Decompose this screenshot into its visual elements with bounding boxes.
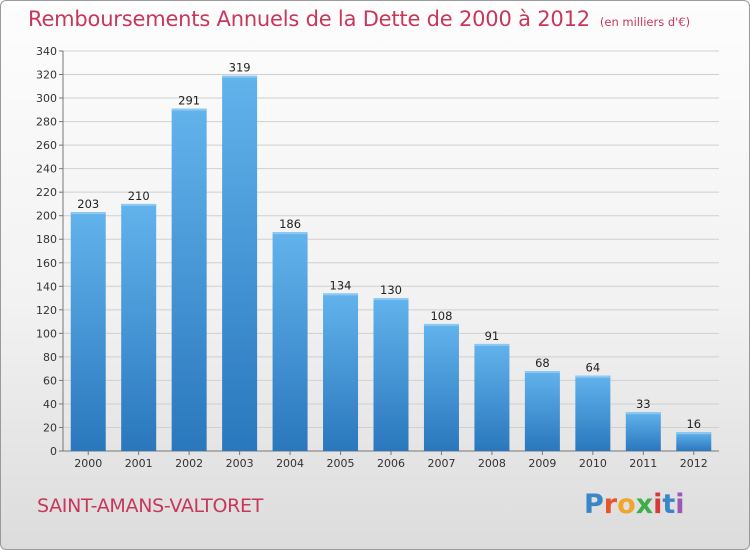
y-tick-label: 260 — [36, 139, 57, 152]
bar-highlight — [272, 232, 308, 235]
y-tick-label: 200 — [36, 210, 57, 223]
label-layer: 203 210 291 319 186 134 130 108 91 68 64 33 16 — [77, 61, 701, 431]
y-tick-label: 300 — [36, 92, 57, 105]
y-tick-label: 280 — [36, 116, 57, 129]
bar — [272, 232, 308, 451]
bar-highlight — [323, 293, 359, 296]
logo-letter: r — [603, 489, 618, 520]
commune-name: SAINT-AMANS-VALTORET — [37, 495, 264, 517]
data-label: 291 — [178, 94, 200, 108]
x-tick-label: 2000 — [74, 457, 102, 470]
x-tick-label: 2004 — [276, 457, 304, 470]
data-label: 134 — [330, 278, 352, 292]
x-tick-label: 2007 — [427, 457, 455, 470]
bar — [373, 298, 409, 451]
bar-highlight — [524, 371, 560, 373]
bar-highlight — [222, 75, 258, 78]
bar — [474, 343, 510, 451]
y-tick-label: 180 — [36, 233, 57, 246]
bar-layer — [70, 75, 712, 452]
y-tick-label: 140 — [36, 280, 57, 293]
data-label: 91 — [485, 329, 500, 343]
x-tick-label: 2012 — [680, 457, 708, 470]
data-label: 108 — [430, 309, 452, 323]
bar — [625, 412, 661, 451]
x-tick-label: 2011 — [629, 457, 657, 470]
y-tick-label: 60 — [43, 374, 57, 387]
y-tick-label: 100 — [36, 327, 57, 340]
y-tick-label: 340 — [36, 45, 57, 58]
chart-title: Remboursements Annuels de la Dette de 20… — [28, 7, 690, 31]
bar-highlight — [70, 212, 106, 215]
chart-title-text: Remboursements Annuels de la Dette de 20… — [28, 7, 590, 31]
bar-highlight — [575, 375, 611, 378]
y-tick-label: 120 — [36, 304, 57, 317]
bar-highlight — [121, 203, 157, 206]
x-tick-label: 2008 — [478, 457, 506, 470]
data-label: 210 — [128, 189, 150, 203]
bar — [70, 212, 106, 451]
bar — [676, 432, 712, 451]
x-tick-label: 2002 — [175, 457, 203, 470]
x-tick-label: 2001 — [125, 457, 153, 470]
y-tick-label: 0 — [50, 445, 57, 458]
bar-highlight — [625, 412, 661, 415]
axis-layer: 0 20 40 60 80 100 120 140 160 180 200 220 240 260 280 3… — [36, 45, 719, 470]
data-label: 203 — [77, 197, 99, 211]
data-label: 130 — [380, 283, 402, 297]
logo-letter: P — [584, 489, 604, 520]
bar — [423, 323, 459, 451]
y-tick-label: 40 — [43, 398, 57, 411]
y-tick-label: 20 — [43, 421, 57, 434]
bar-highlight — [373, 298, 409, 301]
bar — [121, 203, 157, 451]
data-label: 68 — [535, 356, 550, 370]
bar-highlight — [423, 323, 459, 326]
logo-letter: i — [653, 489, 663, 520]
proxiti-logo: Proxiti — [584, 489, 685, 520]
data-label: 64 — [586, 361, 601, 375]
logo-letter: x — [635, 489, 654, 520]
y-tick-label: 220 — [36, 186, 57, 199]
data-label: 186 — [279, 217, 301, 231]
data-label: 319 — [229, 61, 251, 75]
bar — [575, 375, 611, 451]
bar — [323, 293, 359, 451]
y-tick-label: 320 — [36, 69, 57, 82]
x-tick-label: 2009 — [528, 457, 556, 470]
x-tick-label: 2006 — [377, 457, 405, 470]
logo-letter: t — [662, 489, 676, 520]
logo-letter: o — [617, 489, 636, 520]
bar-highlight — [474, 343, 510, 346]
x-tick-label: 2003 — [226, 457, 254, 470]
data-label: 16 — [686, 417, 701, 431]
bar-highlight — [676, 432, 712, 435]
logo-letter: i — [675, 489, 685, 520]
y-tick-label: 160 — [36, 257, 57, 270]
y-tick-label: 80 — [43, 351, 57, 364]
data-label: 33 — [636, 397, 651, 411]
y-tick-label: 240 — [36, 163, 57, 176]
bar-highlight — [171, 108, 207, 111]
bar — [524, 371, 560, 451]
bar — [171, 108, 207, 451]
x-tick-label: 2005 — [327, 457, 355, 470]
bar — [222, 75, 258, 452]
x-tick-label: 2010 — [579, 457, 607, 470]
chart-unit: (en milliers d'€) — [599, 15, 691, 29]
